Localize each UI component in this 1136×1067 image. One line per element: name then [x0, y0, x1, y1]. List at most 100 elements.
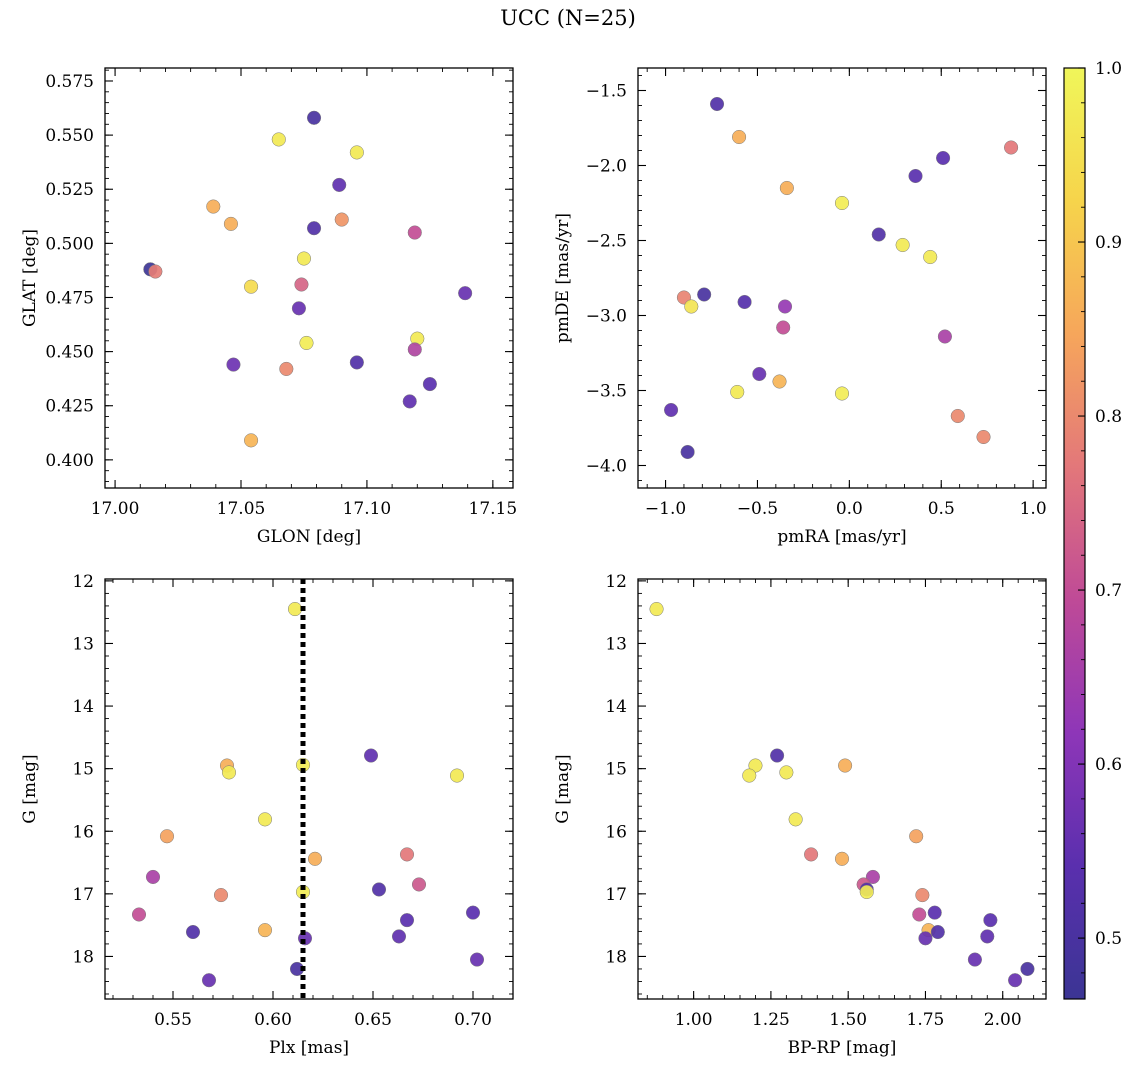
scatter-point	[779, 765, 794, 780]
scatter-point	[226, 357, 241, 372]
scatter-point	[834, 851, 850, 866]
x-tick-label: 17.10	[343, 499, 392, 519]
scatter-point	[299, 335, 314, 350]
y-tick-label: 14	[72, 697, 94, 717]
scatter-point	[709, 96, 725, 112]
y-tick-label: 18	[605, 947, 627, 967]
y-axis-label: G [mag]	[553, 754, 573, 823]
scatter-point	[399, 847, 415, 862]
scatter-point	[407, 342, 422, 357]
scatter-point	[649, 601, 664, 617]
scatter-point	[363, 748, 379, 763]
scatter-point	[349, 145, 364, 160]
y-tick-label: 15	[605, 760, 627, 780]
scatter-point	[449, 768, 465, 783]
scatter-point	[779, 180, 794, 196]
scatter-point	[271, 132, 286, 147]
x-tick-label: 1.25	[752, 1010, 790, 1030]
y-tick-label: −3.0	[586, 307, 627, 327]
x-tick-label: −0.5	[737, 499, 778, 519]
scatter-point	[244, 279, 259, 294]
scatter-point	[391, 929, 407, 944]
scatter-point	[664, 402, 679, 418]
scatter-point	[257, 812, 273, 827]
scatter-point	[159, 829, 175, 844]
scatter-point	[307, 851, 323, 866]
y-tick-label: 13	[72, 634, 94, 654]
y-tick-label: 17	[605, 885, 627, 905]
pmra-pmde-axes-frame	[637, 67, 1047, 489]
colorbar-tick-label: 0.5	[1095, 929, 1122, 949]
scatter-point	[908, 168, 923, 184]
y-tick-label: 13	[605, 634, 627, 654]
scatter-point	[349, 355, 364, 370]
y-tick-label: 0.575	[45, 72, 94, 92]
scatter-point	[279, 361, 294, 376]
scatter-point	[772, 374, 787, 389]
scatter-point	[895, 237, 910, 253]
scatter-point	[732, 129, 747, 145]
scatter-point	[730, 384, 745, 400]
scatter-point	[923, 249, 938, 265]
colorbar-tick-label: 0.8	[1095, 407, 1122, 427]
x-tick-label: 0.70	[454, 1010, 492, 1030]
scatter-point	[909, 829, 924, 844]
y-axis-label: pmDE [mas/yr]	[553, 213, 573, 343]
bprp-g-axes-frame	[637, 578, 1047, 1000]
y-tick-label: −3.5	[586, 382, 627, 402]
scatter-point	[458, 286, 473, 301]
x-tick-label: 1.00	[675, 1010, 713, 1030]
scatter-point	[206, 199, 221, 214]
scatter-point	[980, 929, 995, 944]
scatter-point	[859, 884, 874, 900]
scatter-point	[936, 150, 951, 166]
scatter-point	[257, 923, 273, 938]
x-tick-label: 1.0	[1020, 499, 1047, 519]
scatter-point	[223, 216, 238, 231]
scatter-point	[332, 177, 347, 192]
x-axis-label: GLON [deg]	[257, 527, 361, 547]
y-tick-label: 0.450	[45, 343, 94, 363]
y-tick-label: 12	[72, 572, 94, 592]
scatter-point	[1020, 961, 1035, 977]
scatter-point	[469, 952, 485, 967]
scatter-point	[244, 433, 259, 448]
scatter-point	[402, 394, 417, 409]
scatter-point	[737, 294, 752, 310]
x-tick-label: 0.65	[354, 1010, 392, 1030]
scatter-point	[788, 812, 803, 827]
bprp-g-cmd-scatter-panel: 1.00 1.25 1.50 1.75 2.00 12 13 14 15 16 17 18 BP-RP …	[553, 572, 1047, 1058]
scatter-point	[684, 299, 699, 314]
y-tick-label: 0.525	[45, 180, 94, 200]
scatter-point	[915, 888, 930, 903]
y-axis-label: GLAT [deg]	[20, 229, 40, 327]
x-tick-label: 0.0	[836, 499, 863, 519]
scatter-point	[976, 429, 991, 445]
x-tick-label: 17.05	[217, 499, 266, 519]
y-tick-label: 16	[72, 822, 94, 842]
scatter-point	[201, 973, 217, 988]
scatter-point	[306, 221, 322, 236]
scatter-point	[291, 301, 306, 316]
scatter-point	[287, 601, 303, 617]
x-axis-label: BP-RP [mag]	[788, 1038, 897, 1058]
scatter-point	[221, 765, 237, 780]
y-axis-label: G [mag]	[20, 754, 40, 823]
scatter-point	[294, 277, 309, 292]
colorbar: 0.5 0.6 0.7 0.8 0.9 1.0	[1063, 59, 1122, 1000]
x-tick-label: −1.0	[645, 499, 686, 519]
scatter-point	[865, 869, 880, 884]
y-tick-label: −1.5	[586, 82, 627, 102]
glon-glat-scatter-panel: 17.00 17.05 17.10 17.15 0.400 0.425 0.450 0.475…	[20, 67, 517, 547]
scatter-point	[680, 444, 695, 460]
scatter-point	[148, 264, 163, 279]
scatter-point	[777, 299, 793, 314]
pmra-pmde-scatter-panel: −1.0 −0.5 0.0 0.5 1.0 −4.0 −3.5 −3.0 −2.5 −2.0 −1.…	[553, 67, 1047, 547]
scatter-point	[937, 329, 952, 344]
x-tick-label: 1.50	[829, 1010, 867, 1030]
scatter-point	[930, 924, 945, 940]
y-tick-label: 16	[605, 822, 627, 842]
scatter-point	[371, 882, 387, 897]
scatter-point	[752, 366, 767, 382]
scatter-point	[912, 907, 927, 922]
